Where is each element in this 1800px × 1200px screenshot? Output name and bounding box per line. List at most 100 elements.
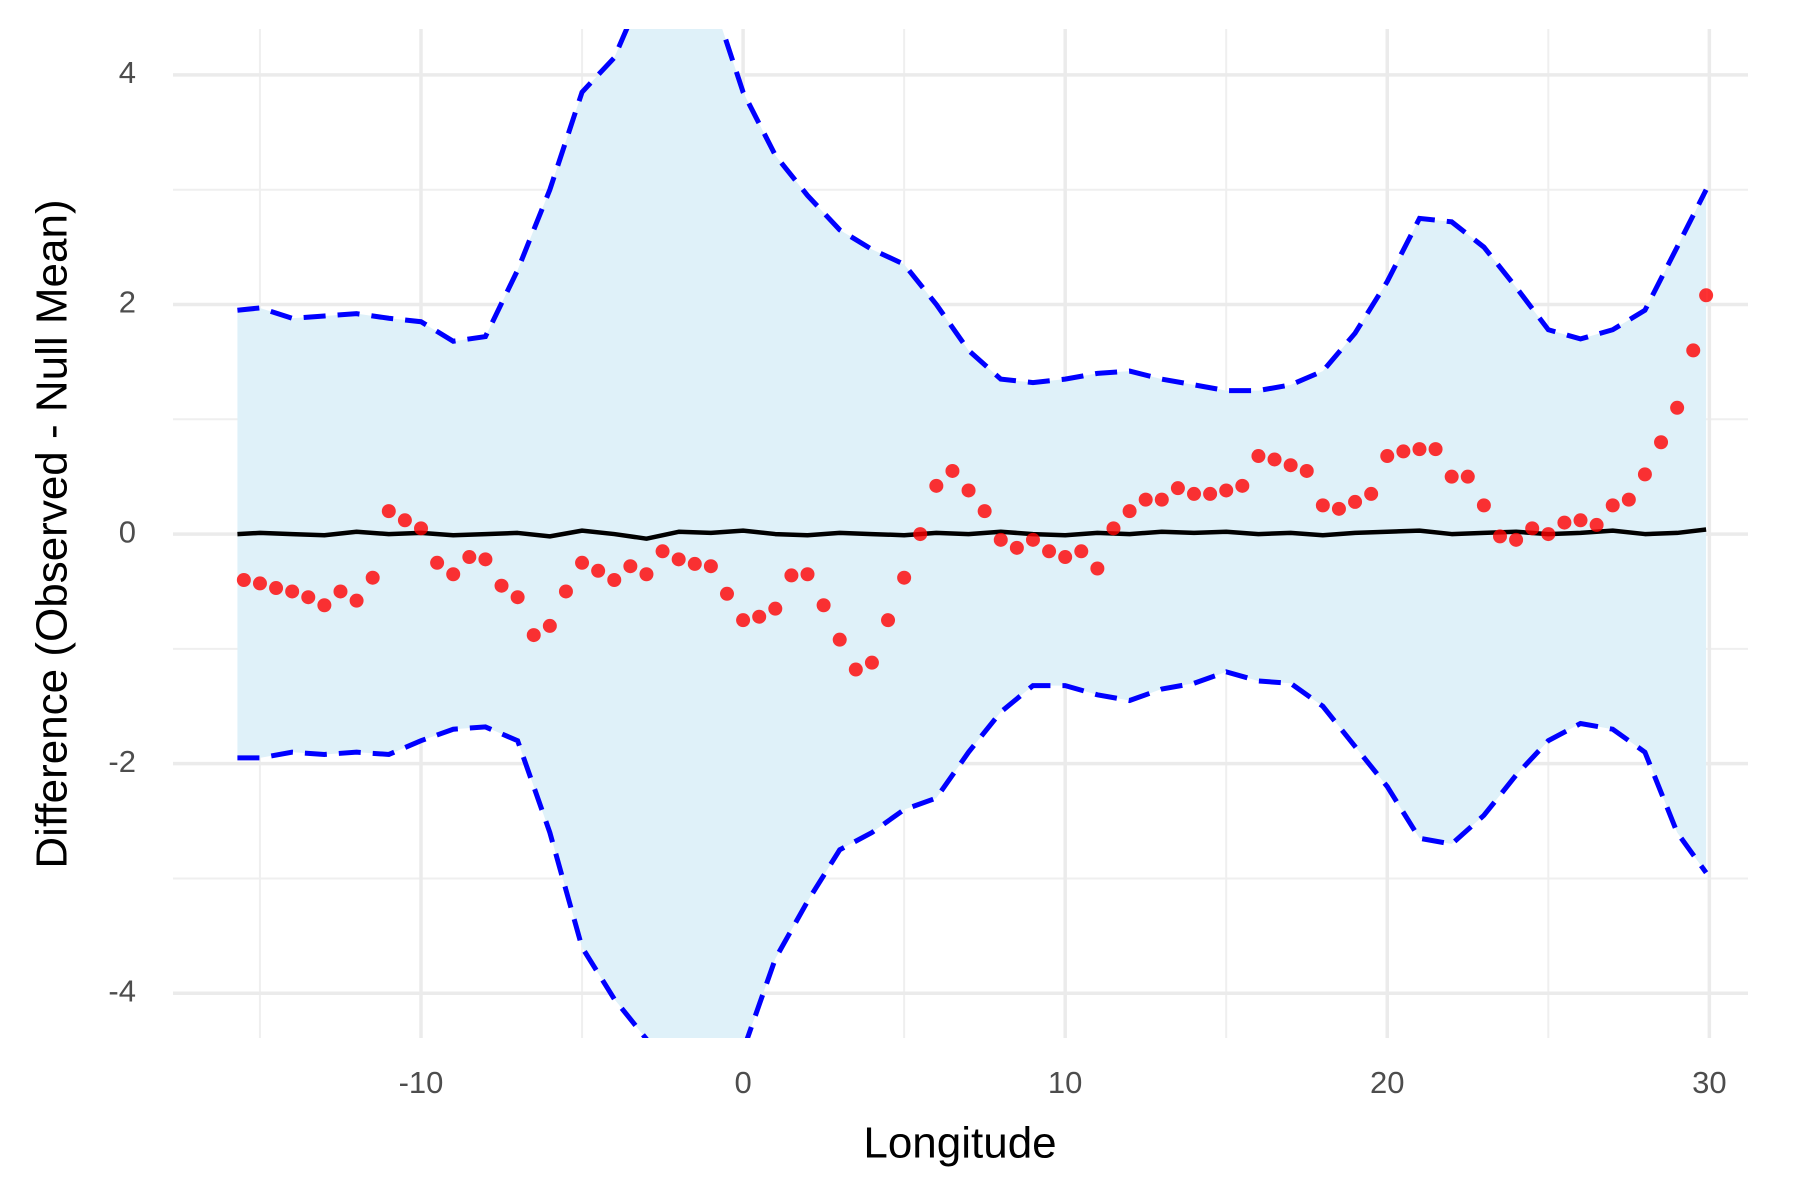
- data-point: [575, 555, 590, 570]
- data-point: [687, 556, 702, 571]
- mean-line: [237, 527, 1707, 541]
- data-point: [1154, 492, 1169, 507]
- y-tick-label: -4: [108, 973, 136, 1008]
- data-point: [1299, 463, 1314, 478]
- data-point: [768, 601, 783, 616]
- data-point: [736, 613, 751, 628]
- data-point: [252, 576, 267, 591]
- data-point: [414, 521, 429, 536]
- data-point: [1315, 498, 1330, 513]
- data-point: [1042, 544, 1057, 559]
- y-axis-title: Difference (Observed - Null Mean): [28, 199, 77, 868]
- data-point: [1025, 532, 1040, 547]
- data-point: [349, 593, 364, 608]
- data-point: [623, 559, 638, 574]
- data-point: [269, 581, 284, 596]
- x-tick-label: 0: [734, 1065, 751, 1100]
- data-point: [1654, 435, 1669, 450]
- data-point: [1170, 481, 1185, 496]
- data-point: [784, 568, 799, 583]
- data-point: [1573, 513, 1588, 528]
- data-point: [1637, 467, 1652, 482]
- data-point: [671, 552, 686, 567]
- data-point: [1267, 452, 1282, 467]
- data-point: [1509, 532, 1524, 547]
- data-point: [1686, 343, 1701, 358]
- data-point: [1525, 521, 1540, 536]
- data-point: [236, 572, 251, 587]
- data-point: [1428, 442, 1443, 457]
- data-point: [558, 584, 573, 599]
- data-point: [542, 618, 557, 633]
- data-point: [832, 632, 847, 647]
- band-lower-line: [237, 669, 1709, 1038]
- data-point: [655, 544, 670, 559]
- data-point: [285, 584, 300, 599]
- data-point: [1235, 478, 1250, 493]
- data-point: [1589, 517, 1604, 532]
- data-point: [1106, 521, 1121, 536]
- data-point: [800, 567, 815, 582]
- data-point: [462, 550, 477, 565]
- data-point: [1621, 492, 1636, 507]
- confidence-band: [237, 29, 1707, 1038]
- data-point: [1557, 515, 1572, 530]
- y-tick-label: 4: [119, 55, 136, 90]
- x-tick-label: 30: [1692, 1065, 1726, 1100]
- data-point: [719, 586, 734, 601]
- data-point: [1203, 486, 1218, 501]
- y-tick-label: 2: [119, 285, 136, 320]
- data-point: [478, 552, 493, 567]
- data-point: [945, 463, 960, 478]
- data-point: [1476, 498, 1491, 513]
- y-tick-label: -2: [108, 744, 136, 779]
- x-axis-title: Longitude: [863, 1119, 1056, 1168]
- data-point: [430, 555, 445, 570]
- data-point: [1090, 561, 1105, 576]
- data-point: [1605, 498, 1620, 513]
- data-point: [993, 532, 1008, 547]
- data-point: [1460, 469, 1475, 484]
- data-point: [1331, 501, 1346, 516]
- data-point: [929, 478, 944, 493]
- data-point: [752, 609, 767, 624]
- data-point: [639, 567, 654, 582]
- data-point: [1122, 504, 1137, 519]
- data-point: [494, 578, 509, 593]
- y-tick-label: 0: [119, 514, 136, 549]
- data-point: [1219, 483, 1234, 498]
- data-point: [607, 572, 622, 587]
- data-point: [317, 598, 332, 613]
- data-point: [301, 590, 316, 605]
- data-point: [1670, 400, 1685, 415]
- data-point: [1348, 494, 1363, 509]
- data-point: [1283, 458, 1298, 473]
- data-point: [864, 655, 879, 670]
- tick-labels: -4 -2 0 2 4 -10 0 10 20 30: [108, 55, 1726, 1100]
- data-point: [446, 567, 461, 582]
- data-point: [1138, 492, 1153, 507]
- data-point: [381, 504, 396, 519]
- data-point: [526, 628, 541, 643]
- data-point: [848, 662, 863, 677]
- data-point: [397, 513, 412, 528]
- band-upper-line: [237, 29, 1709, 394]
- data-point: [897, 570, 912, 585]
- data-point: [703, 559, 718, 574]
- data-point: [1396, 444, 1411, 459]
- data-point: [1380, 449, 1395, 464]
- data-point: [881, 613, 896, 628]
- plot-area: [236, 29, 1714, 1038]
- x-tick-label: 20: [1370, 1065, 1404, 1100]
- data-point: [816, 598, 831, 613]
- x-tick-label: 10: [1048, 1065, 1082, 1100]
- data-point: [1444, 469, 1459, 484]
- data-point: [333, 584, 348, 599]
- data-point: [1492, 529, 1507, 544]
- data-point: [591, 563, 606, 578]
- data-point: [510, 590, 525, 605]
- data-point: [1699, 288, 1714, 303]
- data-point: [1187, 486, 1202, 501]
